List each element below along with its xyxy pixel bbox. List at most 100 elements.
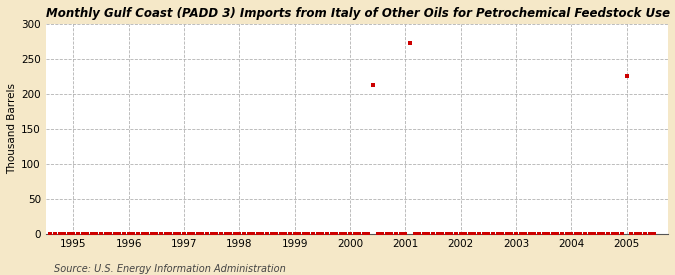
Point: [45, 232, 56, 236]
Point: [502, 232, 512, 236]
Point: [354, 232, 364, 236]
Point: [520, 232, 531, 236]
Point: [552, 232, 563, 236]
Point: [132, 232, 143, 236]
Point: [105, 232, 115, 236]
Point: [82, 232, 92, 236]
Point: [100, 232, 111, 236]
Point: [598, 232, 609, 236]
Point: [63, 232, 74, 236]
Point: [349, 232, 360, 236]
Point: [630, 232, 641, 236]
Point: [621, 73, 632, 78]
Point: [608, 232, 618, 236]
Point: [616, 232, 627, 236]
Point: [303, 232, 314, 236]
Point: [211, 232, 221, 236]
Point: [119, 232, 130, 236]
Point: [96, 232, 107, 236]
Point: [358, 232, 369, 236]
Point: [331, 232, 342, 236]
Point: [547, 232, 558, 236]
Text: Source: U.S. Energy Information Administration: Source: U.S. Energy Information Administ…: [54, 264, 286, 274]
Point: [464, 232, 475, 236]
Point: [409, 232, 420, 236]
Point: [114, 232, 125, 236]
Point: [86, 232, 97, 236]
Point: [215, 232, 226, 236]
Point: [230, 232, 240, 236]
Point: [257, 232, 268, 236]
Point: [321, 232, 332, 236]
Point: [155, 232, 166, 236]
Y-axis label: Thousand Barrels: Thousand Barrels: [7, 83, 17, 174]
Point: [557, 232, 568, 236]
Point: [188, 232, 198, 236]
Point: [474, 232, 485, 236]
Point: [262, 232, 273, 236]
Point: [487, 232, 498, 236]
Point: [109, 232, 120, 236]
Point: [326, 232, 337, 236]
Point: [469, 232, 480, 236]
Point: [497, 232, 508, 236]
Point: [626, 232, 637, 236]
Point: [128, 232, 138, 236]
Point: [612, 232, 623, 236]
Point: [437, 232, 448, 236]
Point: [543, 232, 554, 236]
Point: [285, 232, 296, 236]
Point: [400, 232, 410, 236]
Point: [483, 232, 493, 236]
Point: [566, 232, 576, 236]
Point: [313, 232, 323, 236]
Point: [54, 232, 65, 236]
Point: [207, 232, 217, 236]
Point: [414, 232, 425, 236]
Point: [589, 232, 599, 236]
Point: [377, 232, 387, 236]
Point: [275, 232, 286, 236]
Point: [575, 232, 586, 236]
Point: [298, 232, 309, 236]
Text: Monthly Gulf Coast (PADD 3) Imports from Italy of Other Oils for Petrochemical F: Monthly Gulf Coast (PADD 3) Imports from…: [46, 7, 670, 20]
Point: [561, 232, 572, 236]
Point: [363, 232, 374, 236]
Point: [179, 232, 190, 236]
Point: [534, 232, 545, 236]
Point: [243, 232, 254, 236]
Point: [510, 232, 521, 236]
Point: [142, 232, 153, 236]
Point: [160, 232, 171, 236]
Point: [91, 232, 102, 236]
Point: [538, 232, 549, 236]
Point: [593, 232, 604, 236]
Point: [308, 232, 319, 236]
Point: [197, 232, 208, 236]
Point: [49, 232, 60, 236]
Point: [290, 232, 300, 236]
Point: [73, 232, 84, 236]
Point: [225, 232, 236, 236]
Point: [649, 232, 659, 236]
Point: [174, 232, 185, 236]
Point: [271, 232, 281, 236]
Point: [432, 232, 443, 236]
Point: [515, 232, 526, 236]
Point: [451, 232, 462, 236]
Point: [248, 232, 259, 236]
Point: [391, 232, 402, 236]
Point: [340, 232, 351, 236]
Point: [585, 232, 595, 236]
Point: [202, 232, 213, 236]
Point: [492, 232, 503, 236]
Point: [423, 232, 434, 236]
Point: [137, 232, 148, 236]
Point: [381, 232, 392, 236]
Point: [570, 232, 581, 236]
Point: [635, 232, 646, 236]
Point: [386, 232, 397, 236]
Point: [234, 232, 245, 236]
Point: [151, 232, 162, 236]
Point: [169, 232, 180, 236]
